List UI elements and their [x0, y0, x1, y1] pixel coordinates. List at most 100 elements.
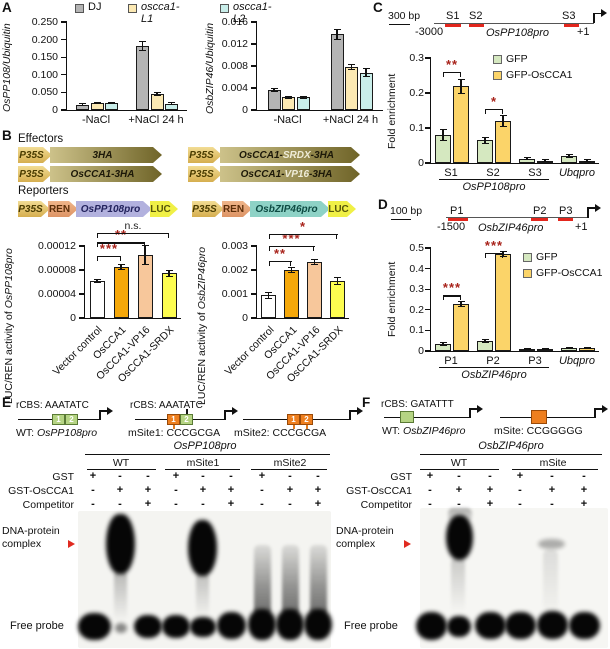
- y-tick-label: 0.00004: [38, 288, 76, 300]
- emsa-f-probe-group-WT: WT: [450, 457, 468, 469]
- error-bar: [168, 270, 170, 276]
- emsa-e-lane-8-GST-OsCCA1: +: [286, 484, 294, 496]
- free-probe-band: [569, 612, 600, 639]
- free-probe-label-f: Free probe: [344, 620, 398, 632]
- ren-arrow: REN: [222, 201, 252, 217]
- p35s-arrow: P35S: [188, 147, 222, 163]
- error-bar-cap: [523, 348, 531, 350]
- promoter-arrow: [587, 207, 597, 209]
- y-tick: [251, 245, 257, 247]
- p35s-label: P35S: [189, 149, 214, 161]
- emsa-f-lane-1-GST-OsCCA1: -: [428, 484, 432, 496]
- y-tick-label: 0: [52, 104, 58, 116]
- error-bar-cap: [93, 279, 101, 281]
- cbs-site2-box-msite1: 2: [180, 414, 193, 425]
- error-bar-cap: [93, 281, 101, 283]
- emsa-e-lane-6-GST-OsCCA1: +: [227, 484, 235, 496]
- plot-area: [61, 21, 187, 111]
- emsa-e-lane-9-GST-OsCCA1: +: [314, 484, 322, 496]
- emsa-e-probe-group-mSite2: mSite2: [273, 457, 307, 469]
- x-category-label: Ubqpro: [558, 355, 596, 367]
- bar: [113, 267, 129, 318]
- panel-d-end-coord: +1: [575, 221, 588, 233]
- p35s-arrow: P35S: [192, 201, 224, 217]
- error-bar-cap: [439, 344, 447, 346]
- error-bar: [290, 267, 293, 273]
- category-group-label: OsbZIP46pro: [461, 369, 527, 381]
- y-tick: [251, 317, 257, 319]
- chart-ospp108-expression: OsPP108/Ubiquitin 0 0.050 0.100 0.150 0.200 0.…: [0, 14, 192, 140]
- error-bar-cap: [523, 157, 531, 159]
- error-bar: [484, 339, 486, 342]
- emsa-e-lane-5-Competitor: -: [201, 498, 205, 510]
- emsa-f-row-label-GST: GST: [390, 471, 412, 483]
- y-tick: [425, 288, 431, 290]
- emsa-f-lane-5-Competitor: -: [550, 498, 554, 510]
- emsa-e-lane-5-GST-OsCCA1: +: [199, 484, 207, 496]
- free-probe-band: [475, 612, 506, 639]
- luc-arrow: LUC: [150, 201, 178, 217]
- emsa-e-lane-4-Competitor: -: [174, 498, 178, 510]
- y-tick: [251, 65, 257, 67]
- plot-area: [251, 21, 383, 111]
- y-tick: [61, 21, 67, 23]
- error-bar: [336, 29, 338, 40]
- panel-c-promoter-name: OsPP108pro: [486, 27, 549, 39]
- y-tick-label: 0: [242, 104, 248, 116]
- error-bar-cap: [457, 78, 465, 80]
- emsa-gel-osbzip46pro: [416, 508, 608, 648]
- panel-c-site-mark-S3: [564, 23, 579, 27]
- error-bar-cap: [285, 97, 292, 100]
- emsa-f-lane-4-GST-OsCCA1: -: [518, 484, 522, 496]
- error-bar-cap: [93, 103, 101, 105]
- emsa-f-lane-3-GST: -: [488, 470, 492, 482]
- lane-smear: [451, 558, 465, 613]
- y-tick-label: 0.250: [31, 16, 58, 28]
- effector-oscca1-label: OsCCA1-3HA: [70, 168, 135, 180]
- promoter-arrowhead-icon: [232, 406, 238, 415]
- promoter-arrow: [224, 411, 226, 420]
- cbs-site2-box-msite2: 2: [300, 414, 313, 425]
- y-tick: [425, 247, 431, 249]
- panel-c-start-coord: -3000: [415, 26, 444, 38]
- y-tick-label: 0.00008: [38, 264, 76, 276]
- sig-bracket: [485, 108, 503, 110]
- sig-bracket: [268, 234, 338, 236]
- p35s-label: P35S: [19, 168, 44, 180]
- legend-swatch: [493, 55, 502, 64]
- chart-chip-osbzip46pro: Fold enrichment OsbZIP46pro *** *** GFP GFP-O…: [384, 238, 610, 388]
- chart-osbzip46-expression: OsbZIP46/Ubiquitin 0 0.004 0.008 0.012 0.016-…: [204, 14, 390, 140]
- y-tick-label: 0.016: [221, 16, 248, 28]
- bar: [495, 121, 511, 163]
- complex-band-arrow-icon: [404, 540, 411, 548]
- effector-srdx-mid: SRDX: [282, 149, 311, 161]
- y-tick-label: 0.002: [221, 264, 248, 276]
- free-probe-band: [447, 616, 471, 637]
- lane-smear: [196, 573, 209, 618]
- y-axis-label: Fold enrichment: [386, 73, 398, 149]
- y-tick: [79, 245, 85, 247]
- promoter-arrowhead-icon: [477, 404, 483, 413]
- error-bar-cap: [265, 297, 272, 299]
- effector-3ha-arrow: 3HA: [50, 147, 162, 163]
- luc-label: LUC: [150, 203, 171, 215]
- plot-area: ** *** *: [251, 219, 349, 319]
- y-tick: [425, 350, 431, 352]
- complex-band-wt: [106, 514, 135, 574]
- free-probe-band: [190, 617, 216, 637]
- emsa-f-gel-title: OsbZIP46pro: [478, 440, 544, 452]
- emsa-e-msite1-rcbs: rCBS: AAATATC: [130, 400, 203, 411]
- emsa-f-lane-3-Competitor: +: [486, 498, 494, 510]
- emsa-e-lane-2-GST: -: [118, 470, 122, 482]
- error-bar: [568, 347, 570, 349]
- error-bar: [144, 245, 146, 265]
- error-bar: [502, 115, 504, 127]
- lane-smear-msite2: [282, 545, 299, 615]
- error-bar-cap: [311, 258, 318, 260]
- error-bar: [96, 279, 98, 282]
- panel-c-site-label-S3: S3: [562, 10, 576, 22]
- error-bar-cap: [481, 338, 489, 341]
- promoter-arrow: [99, 411, 101, 420]
- error-bar: [287, 96, 290, 99]
- sig-bracket: [97, 232, 99, 238]
